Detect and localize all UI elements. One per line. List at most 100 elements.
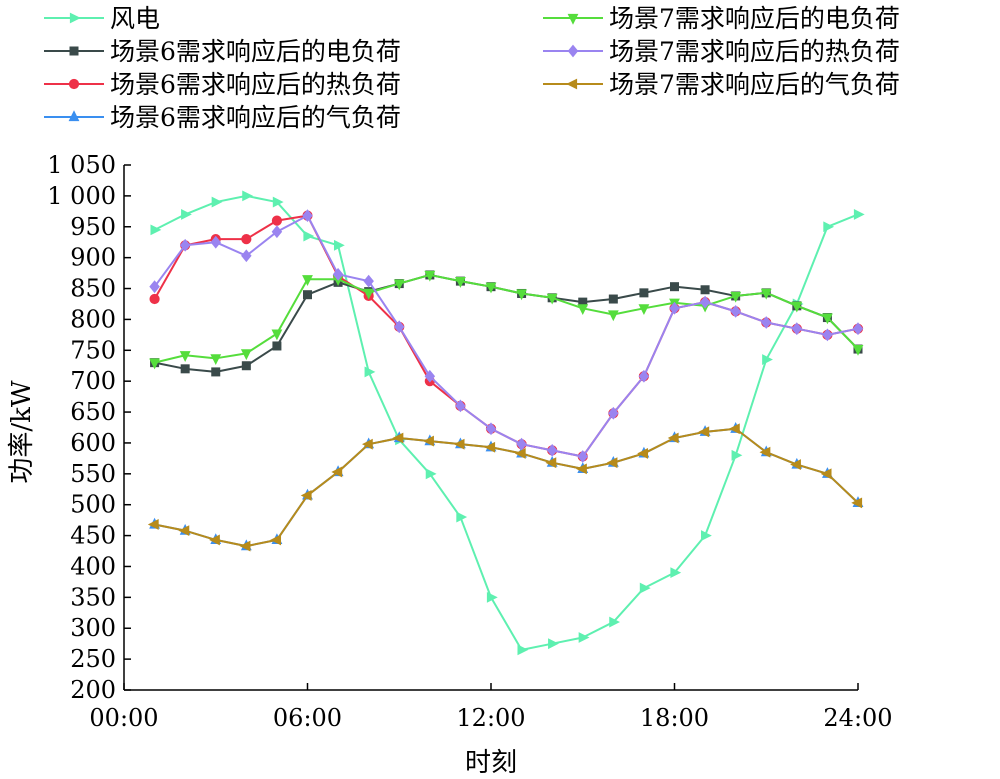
data-point [514, 448, 526, 459]
data-point [852, 344, 864, 356]
data-point [150, 224, 162, 236]
legend-label: 场景6需求响应后的气负荷 [110, 103, 401, 132]
data-point [731, 449, 743, 461]
data-point [609, 616, 621, 628]
data-point [700, 530, 712, 541]
series-5 [149, 270, 864, 370]
data-point [210, 235, 221, 249]
data-point [332, 267, 344, 281]
data-point [453, 438, 465, 450]
data-point [669, 301, 680, 315]
y-tick-label: 500 [70, 491, 116, 519]
data-point [728, 423, 740, 435]
data-point [211, 367, 221, 377]
data-point [637, 448, 649, 459]
data-point [456, 511, 468, 523]
data-point [210, 354, 222, 366]
data-point [852, 322, 864, 336]
data-point [667, 432, 679, 444]
series-4 [149, 422, 864, 551]
data-point [608, 406, 619, 420]
data-point [545, 457, 557, 469]
data-point [730, 291, 742, 303]
data-point [577, 450, 588, 463]
data-point [699, 295, 711, 309]
data-point [303, 290, 312, 300]
x-axis-ticks: 00:00 06:00 12:00 18:00 24:00 [89, 683, 893, 732]
legend-marker [566, 78, 578, 90]
legend-label: 风电 [110, 4, 160, 33]
data-point [853, 209, 865, 220]
data-point [608, 294, 618, 304]
data-point [790, 459, 801, 470]
data-point [239, 540, 251, 552]
data-point [606, 457, 618, 469]
data-point [424, 270, 436, 282]
legend-marker [69, 12, 81, 24]
y-tick-label: 1 000 [47, 182, 116, 210]
x-axis-title: 时刻 [465, 748, 517, 778]
data-point [271, 225, 283, 239]
legend-item: 场景6需求响应后的热负荷 [44, 70, 401, 99]
data-point [760, 288, 772, 300]
legend-item: 风电 [44, 4, 160, 33]
legend-item: 场景7需求响应后的热负荷 [543, 37, 900, 66]
data-point [331, 466, 343, 478]
data-point [149, 358, 160, 370]
data-point [241, 361, 251, 371]
y-tick-label: 900 [70, 244, 116, 272]
series-1 [150, 190, 865, 656]
y-tick-label: 1 050 [47, 151, 116, 179]
data-point [272, 341, 282, 351]
data-point [240, 349, 252, 361]
y-tick-label: 550 [70, 460, 116, 488]
data-point [670, 282, 679, 292]
y-tick-label: 350 [70, 583, 116, 611]
series-line [154, 427, 859, 548]
legend-marker [68, 78, 80, 90]
data-point [485, 422, 497, 436]
data-point [823, 221, 835, 233]
data-point [364, 366, 376, 378]
data-point [759, 446, 771, 458]
y-tick-label: 450 [70, 522, 116, 550]
data-point [822, 328, 833, 342]
data-point [822, 313, 833, 325]
data-point [762, 354, 773, 365]
data-point [607, 310, 619, 322]
x-tick-label: 18:00 [640, 704, 709, 732]
series-line [154, 194, 859, 651]
x-tick-label: 00:00 [89, 704, 158, 732]
data-point [271, 215, 283, 226]
data-point [670, 567, 682, 579]
series-line [154, 427, 859, 548]
data-point [363, 288, 375, 300]
series-7 [147, 423, 863, 552]
data-point [546, 443, 558, 457]
data-point [761, 316, 772, 329]
data-point [241, 249, 252, 263]
y-tick-label: 950 [70, 213, 116, 241]
y-tick-label: 300 [70, 614, 116, 642]
data-point [820, 468, 832, 480]
data-point [394, 320, 405, 334]
data-point [302, 275, 313, 286]
data-point [242, 190, 254, 202]
data-point [455, 277, 466, 288]
data-point [576, 463, 587, 475]
data-point [548, 638, 559, 650]
data-point [423, 435, 434, 447]
data-point [300, 490, 312, 501]
series-line [153, 214, 859, 458]
data-point [577, 304, 589, 316]
data-point [639, 582, 651, 594]
data-point [272, 196, 284, 208]
legend-label: 场景6需求响应后的电负荷 [110, 37, 401, 66]
data-point [241, 234, 252, 245]
data-point [639, 288, 649, 298]
data-point [516, 437, 527, 451]
series-line [153, 214, 859, 458]
legend-label: 场景7需求响应后的热负荷 [609, 37, 900, 66]
y-tick-label: 750 [70, 336, 116, 364]
data-point [361, 438, 373, 450]
